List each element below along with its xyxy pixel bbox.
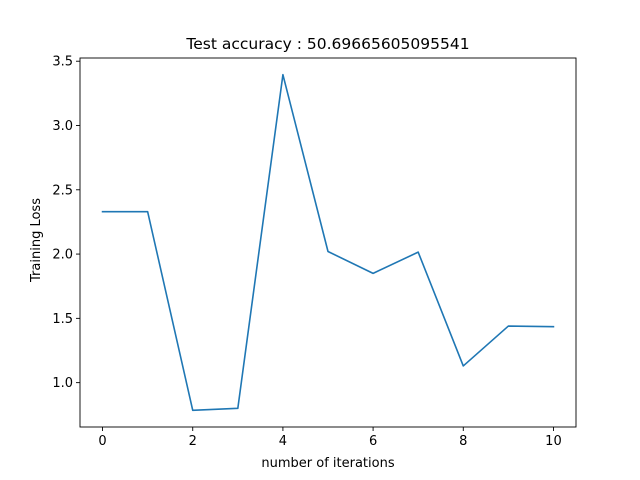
axes-frame: [79, 57, 577, 428]
chart-title: Test accuracy : 50.69665605095541: [185, 35, 469, 53]
series-line-0: [101, 73, 555, 412]
y-tick-label: 3.5: [52, 55, 73, 70]
x-tick-label: 6: [369, 434, 377, 449]
y-tick-label: 2.5: [52, 183, 73, 198]
y-axis-label: Training Loss: [29, 198, 44, 283]
y-tick-label: 2.0: [52, 248, 73, 263]
x-axis: 0 2 4 6 8 10: [98, 427, 562, 449]
y-tick-label: 1.5: [52, 312, 73, 327]
x-tick-label: 4: [279, 434, 287, 449]
x-axis-label: number of iterations: [261, 456, 394, 471]
plot-area: [79, 57, 577, 428]
y-tick-label: 1.0: [52, 376, 73, 391]
y-axis: 1.0 1.5 2.0 2.5 3.0 3.5: [52, 55, 80, 391]
x-tick-label: 8: [459, 434, 467, 449]
x-tick-label: 0: [98, 434, 106, 449]
x-tick-label: 10: [545, 434, 562, 449]
y-tick-label: 3.0: [52, 119, 73, 134]
x-tick-label: 2: [189, 434, 197, 449]
